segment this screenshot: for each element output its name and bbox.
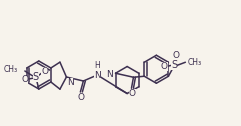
Text: H: H <box>94 61 100 70</box>
Text: CH₃: CH₃ <box>187 58 201 67</box>
Text: S: S <box>171 60 177 70</box>
Text: O: O <box>78 92 85 102</box>
Text: O: O <box>41 67 48 75</box>
Text: N: N <box>94 71 101 80</box>
Text: O: O <box>173 51 180 60</box>
Text: N: N <box>106 70 113 79</box>
Text: N: N <box>67 78 74 87</box>
Text: O: O <box>21 75 28 85</box>
Text: S: S <box>33 72 39 82</box>
Text: O: O <box>129 89 136 98</box>
Text: O: O <box>161 62 168 71</box>
Text: CH₃: CH₃ <box>4 65 18 73</box>
